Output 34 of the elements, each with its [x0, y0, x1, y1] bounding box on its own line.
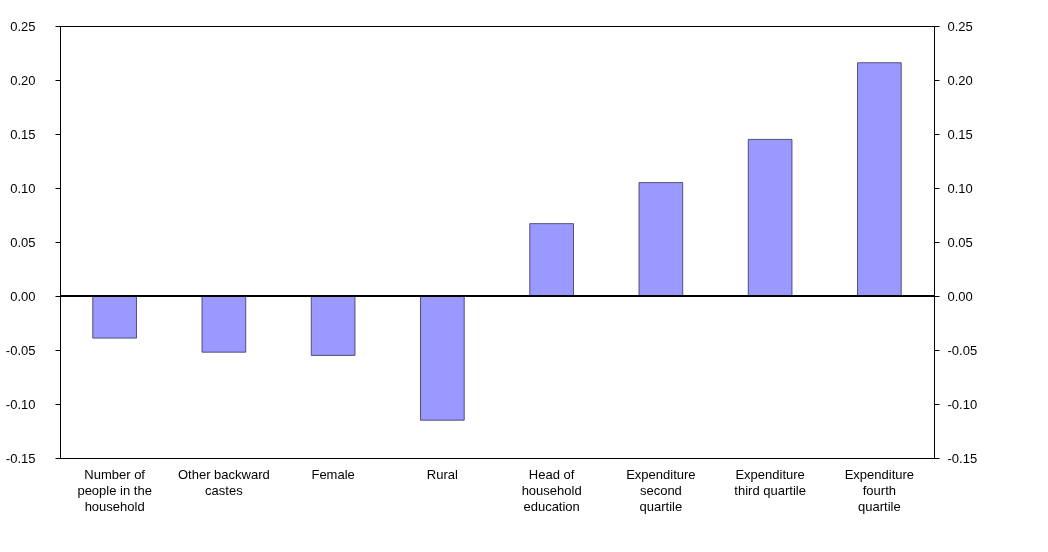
bar — [310, 295, 356, 356]
y-tick-label: -0.15 — [5, 450, 36, 466]
x-tick-label: Expenditure fourth quartile — [844, 466, 915, 514]
y-tick-label: 0.25 — [10, 18, 36, 34]
x-tick-label: Expenditure third quartile — [734, 466, 806, 498]
y2-tick-label: 0.10 — [947, 180, 973, 196]
y2-tick-label: 0.05 — [947, 234, 973, 250]
bar — [857, 62, 902, 297]
bar — [420, 295, 465, 421]
y2-tick-label: 0.00 — [947, 288, 973, 304]
y2-tick-label: 0.25 — [947, 18, 973, 34]
x-tick-label: Number of people in the household — [77, 466, 152, 514]
y2-tick-label: -0.15 — [947, 450, 978, 466]
y2-tick-label: -0.10 — [947, 396, 978, 412]
bar — [638, 182, 684, 297]
bar — [747, 139, 793, 297]
x-tick-label: Expenditure second quartile — [626, 466, 696, 514]
y2-tick-label: -0.05 — [947, 342, 978, 358]
y-tick-label: -0.05 — [5, 342, 36, 358]
y-tick-label: -0.10 — [5, 396, 36, 412]
x-tick-label: Head of household education — [521, 466, 582, 514]
x-tick-label: Female — [311, 466, 355, 482]
y-tick-label: 0.05 — [10, 234, 36, 250]
y2-tick-label: 0.15 — [947, 126, 973, 142]
y-tick-label: 0.20 — [10, 72, 36, 88]
y-tick-label: 0.00 — [10, 288, 36, 304]
x-tick-label: Other backward castes — [177, 466, 270, 498]
bar — [92, 295, 137, 339]
bar — [529, 223, 574, 297]
y-tick-label: 0.15 — [10, 126, 36, 142]
y-tick-label: 0.10 — [10, 180, 36, 196]
x-tick-label: Rural — [426, 466, 459, 482]
bar — [201, 295, 247, 353]
y2-tick-label: 0.20 — [947, 72, 973, 88]
